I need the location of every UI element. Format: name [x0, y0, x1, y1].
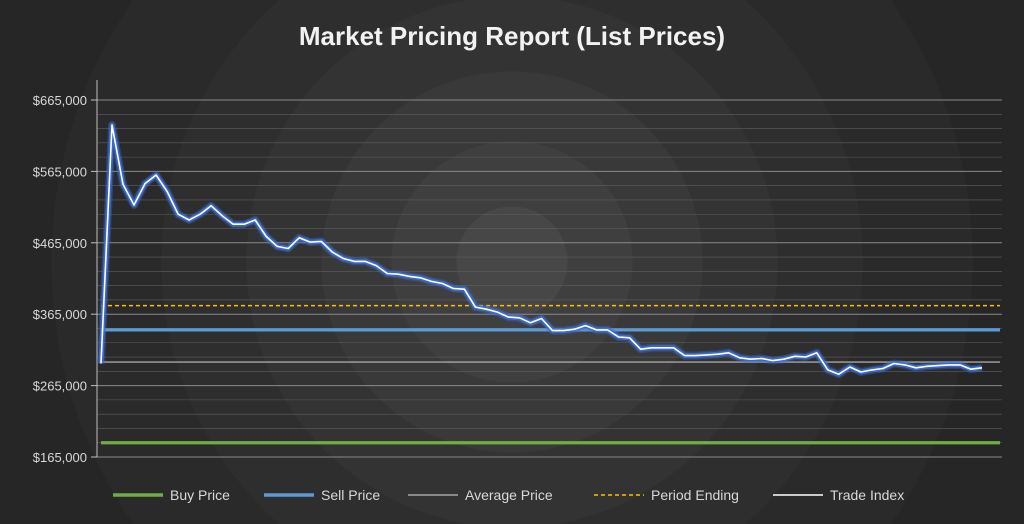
legend-label-buy-price: Buy Price	[170, 487, 230, 503]
trade-index-glow-outer	[97, 121, 983, 379]
y-tick-label: $465,000	[33, 236, 87, 251]
y-tick-label: $165,000	[33, 450, 87, 465]
legend-label-average-price: Average Price	[465, 487, 553, 503]
legend-label-sell-price: Sell Price	[321, 487, 380, 503]
legend: Buy Price Sell Price Average Price Period E…	[113, 487, 904, 503]
grid-layer	[97, 99, 1002, 458]
legend-label-period-ending: Period Ending	[651, 487, 739, 503]
trade-index-glow	[98, 122, 983, 377]
y-tick-label: $365,000	[33, 307, 87, 322]
y-tick-label: $665,000	[33, 93, 87, 108]
y-tick-label: $565,000	[33, 164, 87, 179]
axis-layer: $165,000 $265,000 $365,000 $465,000 $565,000…	[33, 80, 98, 465]
trade-index-line	[100, 124, 983, 376]
y-tick-label: $265,000	[33, 379, 87, 394]
chart-title: Market Pricing Report (List Prices)	[299, 21, 725, 51]
legend-label-trade-index: Trade Index	[830, 487, 904, 503]
series-layer	[97, 121, 983, 379]
